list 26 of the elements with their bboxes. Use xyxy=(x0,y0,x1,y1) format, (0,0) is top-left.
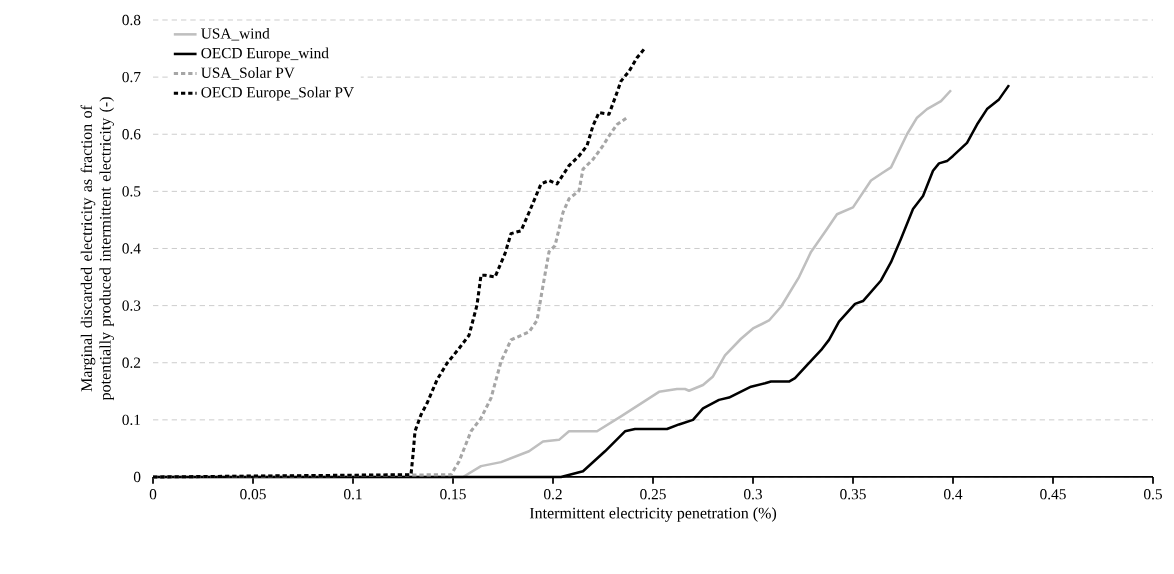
y-tick-label: 0.1 xyxy=(122,414,141,426)
legend-label: OECD Europe_wind xyxy=(201,47,329,62)
legend-label: USA_wind xyxy=(201,27,270,41)
x-tick-label: 0.2 xyxy=(544,489,562,500)
y-tick-label: 0.3 xyxy=(122,300,141,311)
x-tick-label: 0.5 xyxy=(1144,489,1162,500)
x-tick-label: 0.45 xyxy=(1040,489,1066,500)
y-tick-label: 0.6 xyxy=(122,129,141,140)
x-tick-label: 0.05 xyxy=(240,489,266,500)
x-tick-label: 0.35 xyxy=(840,489,866,500)
x-tick-label: 0.4 xyxy=(944,489,963,500)
y-tick-label: 0.8 xyxy=(122,14,141,26)
x-tick-label: 0.25 xyxy=(640,489,666,500)
y-tick-label: 0.5 xyxy=(122,186,141,197)
y-tick-label: 0.7 xyxy=(122,71,141,83)
y-axis-title: Marginal discarded electricity as fraction of potentially produced intermittent electricity (-) xyxy=(80,97,114,401)
x-axis-title: Intermittent electricity penetration (%) xyxy=(529,507,777,522)
legend-label: OECD Europe_Solar PV xyxy=(201,86,354,101)
y-tick-label: 0.2 xyxy=(122,357,141,368)
x-tick-label: 0 xyxy=(149,489,157,500)
y-tick-label: 0 xyxy=(133,471,141,483)
legend-label: USA_Solar PV xyxy=(201,67,295,80)
x-tick-label: 0.3 xyxy=(744,489,762,500)
x-tick-label: 0.15 xyxy=(440,489,466,500)
y-tick-label: 0.4 xyxy=(122,243,141,254)
x-tick-label: 0.1 xyxy=(344,489,362,500)
